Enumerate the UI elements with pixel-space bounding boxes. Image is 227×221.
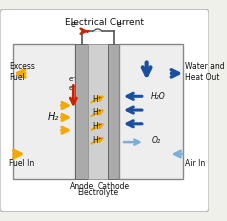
Bar [75,44,88,179]
Text: H⁺: H⁺ [92,108,102,117]
Text: Electrical Current: Electrical Current [65,18,143,27]
Text: H₂O: H₂O [151,92,165,101]
Text: H₂: H₂ [47,112,59,122]
Text: e⁻: e⁻ [116,20,124,29]
Text: e⁻: e⁻ [70,20,79,29]
FancyBboxPatch shape [0,9,208,212]
Text: e⁻: e⁻ [68,76,76,82]
Text: H⁺: H⁺ [92,122,102,131]
Text: e⁻: e⁻ [68,85,76,91]
Bar [119,44,183,179]
Text: Cathode: Cathode [97,183,129,191]
Text: H⁺: H⁺ [92,95,102,104]
Text: Anode: Anode [69,183,93,191]
Text: Air In: Air In [184,159,205,168]
Text: H⁺: H⁺ [92,136,102,145]
Bar [13,44,75,179]
Text: Water and
Heat Out: Water and Heat Out [184,62,224,82]
Text: O₂: O₂ [151,136,160,145]
Bar [88,44,108,179]
Bar [108,44,119,179]
Text: Fuel In: Fuel In [9,159,34,168]
Text: Electrolyte: Electrolyte [77,188,118,197]
Text: Excess
Fuel: Excess Fuel [9,62,35,82]
